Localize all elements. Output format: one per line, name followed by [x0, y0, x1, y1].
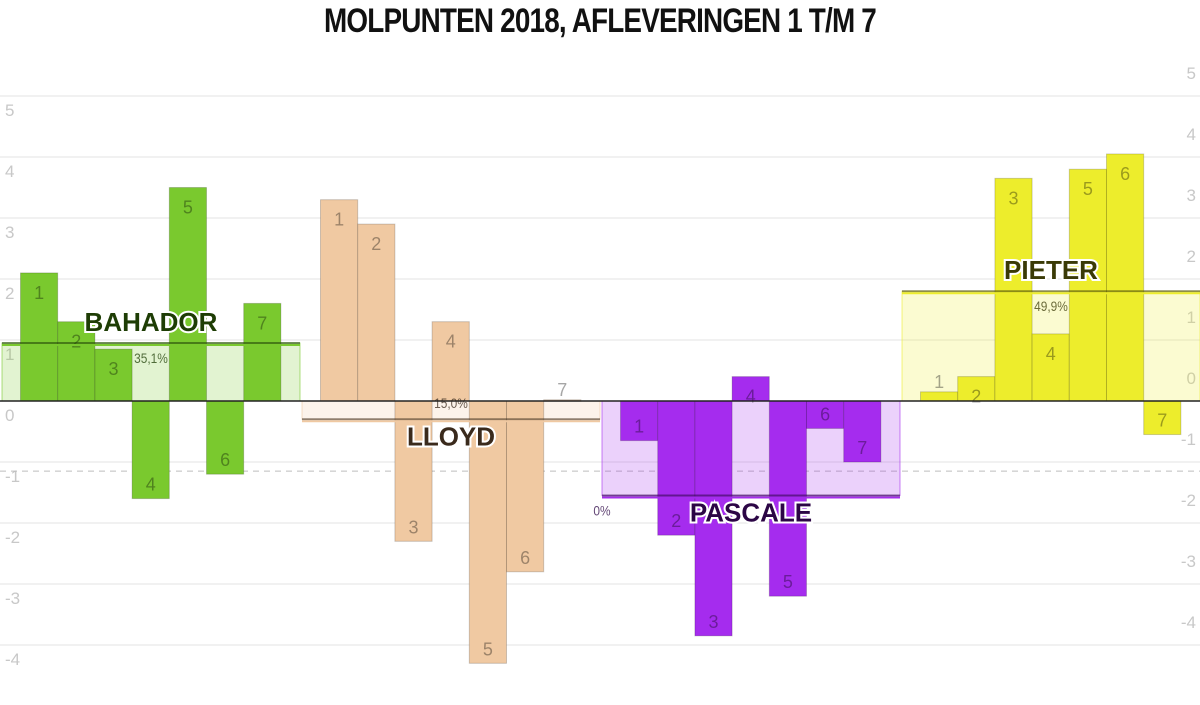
bar-episode-label: 2: [671, 511, 681, 531]
group-pieter: 1 2 3 4 5 6 7 49,9% PIETER: [901, 153, 1200, 436]
bar-episode-label: 6: [520, 548, 530, 568]
chart-title: MOLPUNTEN 2018, AFLEVERINGEN 1 T/M 7: [324, 2, 877, 40]
group-pascale: 1 2 3 4 5 6 7 0% PASCALE: [593, 376, 901, 637]
right-axis-tick-label: 1: [1187, 308, 1196, 327]
right-axis-tick-label: 5: [1187, 64, 1196, 83]
bar: [731, 376, 770, 402]
bar-episode-label: 6: [220, 450, 230, 470]
left-axis-tick-label: 2: [5, 284, 14, 303]
bar: [394, 400, 433, 542]
bar-episode-label: 7: [257, 313, 267, 333]
right-axis-tick-label: -1: [1181, 430, 1196, 449]
bar-episode-label: 3: [708, 612, 718, 632]
group-bahador: 1 2 3 4 5 6 7 35,1% BAHADOR: [1, 187, 301, 500]
series-name-label: PIETER: [1004, 255, 1098, 285]
bar: [131, 400, 170, 500]
left-axis-tick-label: 0: [5, 406, 14, 425]
bar: [57, 321, 96, 402]
bar-episode-label: 5: [1083, 179, 1093, 199]
bar-episode-label: 7: [1157, 411, 1167, 431]
percent-label: 0%: [593, 503, 611, 519]
bar: [957, 376, 996, 402]
left-axis-tick-label: -1: [5, 467, 20, 486]
bar: [468, 400, 507, 664]
right-axis-tick-label: 4: [1187, 125, 1196, 144]
left-axis-tick-label: -3: [5, 589, 20, 608]
bar-episode-label: 6: [820, 404, 830, 424]
bar-episode-label: 5: [183, 198, 193, 218]
bar-episode-label: 6: [1120, 164, 1130, 184]
bar-episode-label: 3: [1008, 188, 1018, 208]
bar: [994, 177, 1033, 402]
bar: [94, 348, 133, 402]
group-lloyd: 1 2 3 4 5 6 7 15,0% LLOYD: [301, 199, 601, 664]
bar: [1068, 168, 1108, 402]
series-name-label: LLOYD: [407, 421, 495, 451]
bar-episode-label: 1: [334, 210, 344, 230]
percent-label: 49,9%: [1034, 298, 1068, 314]
bar-episode-label: 2: [971, 387, 981, 407]
percent-label: 35,1%: [134, 350, 168, 366]
bar: [506, 400, 545, 573]
bar: [168, 187, 208, 402]
bar: [806, 400, 845, 429]
bar-episode-label: 2: [71, 332, 81, 352]
bar-episode-label: 5: [783, 572, 793, 592]
bar-episode-label: 7: [557, 380, 567, 400]
left-axis-tick-label: 3: [5, 223, 14, 242]
right-axis-tick-label: -3: [1181, 552, 1196, 571]
bar-episode-label: 4: [146, 475, 156, 495]
bar-episode-label: 2: [371, 234, 381, 254]
bar-episode-label: 1: [934, 372, 944, 392]
right-axis-tick-label: -4: [1181, 613, 1196, 632]
bar-episode-label: 3: [408, 517, 418, 537]
bar: [843, 400, 882, 463]
bar-episode-label: 1: [34, 283, 44, 303]
bar: [694, 400, 733, 637]
bar: [206, 400, 245, 475]
bar-episode-label: 4: [446, 332, 456, 352]
bar: [1106, 153, 1145, 402]
bar: [431, 321, 470, 402]
bar-episode-label: 1: [634, 417, 644, 437]
bar-episode-label: 4: [746, 387, 756, 407]
bar: [320, 199, 359, 402]
bar-episode-label: 3: [108, 359, 118, 379]
bar: [243, 302, 282, 402]
bar-episode-label: 4: [1046, 344, 1056, 364]
bar: [920, 391, 959, 402]
bar-episode-label: 5: [483, 639, 493, 659]
left-axis-tick-label: -4: [5, 650, 20, 669]
right-axis-tick-label: 0: [1187, 369, 1196, 388]
percent-label: 15,0%: [434, 395, 468, 411]
right-axis-tick-label: 2: [1187, 247, 1196, 266]
left-axis-tick-label: -2: [5, 528, 20, 547]
bar-episode-label: 7: [857, 438, 867, 458]
left-axis-tick-label: 1: [5, 345, 14, 364]
series-name-label: BAHADOR: [85, 307, 218, 337]
bar: [620, 400, 659, 442]
right-axis-tick-label: -2: [1181, 491, 1196, 510]
bar: [357, 223, 396, 402]
right-axis-tick-label: 3: [1187, 186, 1196, 205]
left-axis-tick-label: 5: [5, 101, 14, 120]
series-name-label: PASCALE: [690, 498, 812, 528]
left-axis-tick-label: 4: [5, 162, 14, 181]
